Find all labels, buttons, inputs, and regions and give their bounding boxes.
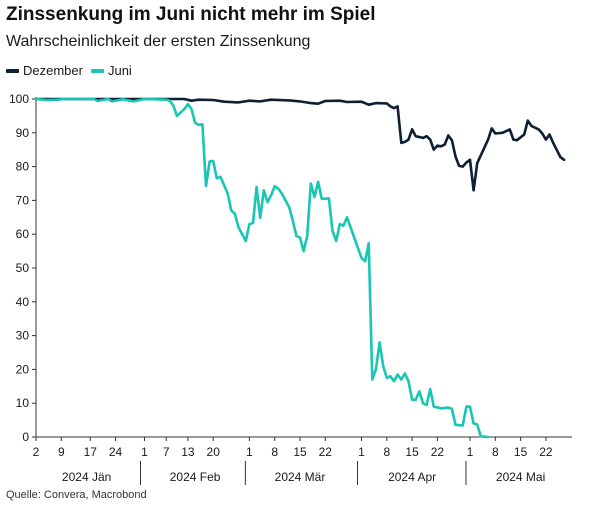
y-tick-label: 30: [16, 329, 30, 343]
y-tick-label: 90: [16, 126, 30, 140]
x-tick-label: 8: [271, 445, 278, 459]
legend-item-dezember: Dezember: [6, 63, 83, 78]
series-line-juni: [34, 97, 490, 439]
legend: Dezember Juni: [6, 63, 140, 78]
x-tick-label: 1: [141, 445, 148, 459]
x-tick-label: 20: [207, 445, 221, 459]
legend-item-juni: Juni: [90, 63, 132, 78]
x-tick-label: 1: [246, 445, 253, 459]
y-tick-label: 70: [16, 193, 30, 207]
legend-swatch-dezember: [6, 68, 19, 73]
source-note: Quelle: Convera, Macrobond: [6, 489, 147, 501]
x-month-label: 2024 Jän: [62, 470, 111, 484]
x-month-label: 2024 Mär: [275, 470, 326, 484]
legend-swatch-juni: [90, 68, 104, 73]
y-tick-label: 50: [16, 261, 30, 275]
x-tick-label: 8: [383, 445, 390, 459]
x-tick-label: 1: [467, 445, 474, 459]
x-tick-label: 7: [163, 445, 170, 459]
y-tick-label: 40: [16, 295, 30, 309]
x-tick-label: 22: [539, 445, 553, 459]
x-tick-label: 15: [514, 445, 528, 459]
x-tick-label: 1: [358, 445, 365, 459]
x-tick-label: 22: [431, 445, 445, 459]
y-tick-label: 100: [9, 92, 29, 106]
x-tick-label: 15: [293, 445, 307, 459]
x-tick-label: 8: [492, 445, 499, 459]
legend-label-juni: Juni: [107, 63, 132, 78]
x-month-label: 2024 Mai: [496, 470, 545, 484]
x-tick-label: 22: [319, 445, 333, 459]
chart-subtitle: Wahrscheinlichkeit der ersten Zinssenkun…: [6, 33, 311, 50]
x-tick-label: 15: [405, 445, 419, 459]
y-tick-label: 60: [16, 227, 30, 241]
chart-title: Zinssenkung im Juni nicht mehr im Spiel: [6, 4, 376, 25]
series-line-dezember: [34, 97, 566, 192]
y-tick-label: 10: [16, 396, 30, 410]
legend-label-dezember: Dezember: [23, 63, 83, 78]
y-tick-label: 80: [16, 160, 30, 174]
x-tick-label: 24: [109, 445, 123, 459]
x-tick-label: 13: [181, 445, 195, 459]
x-tick-label: 2: [33, 445, 40, 459]
x-tick-label: 9: [58, 445, 65, 459]
y-tick-label: 0: [22, 430, 29, 444]
x-tick-label: 17: [84, 445, 98, 459]
y-tick-label: 20: [16, 362, 30, 376]
x-month-label: 2024 Apr: [388, 470, 436, 484]
x-month-label: 2024 Feb: [170, 470, 221, 484]
